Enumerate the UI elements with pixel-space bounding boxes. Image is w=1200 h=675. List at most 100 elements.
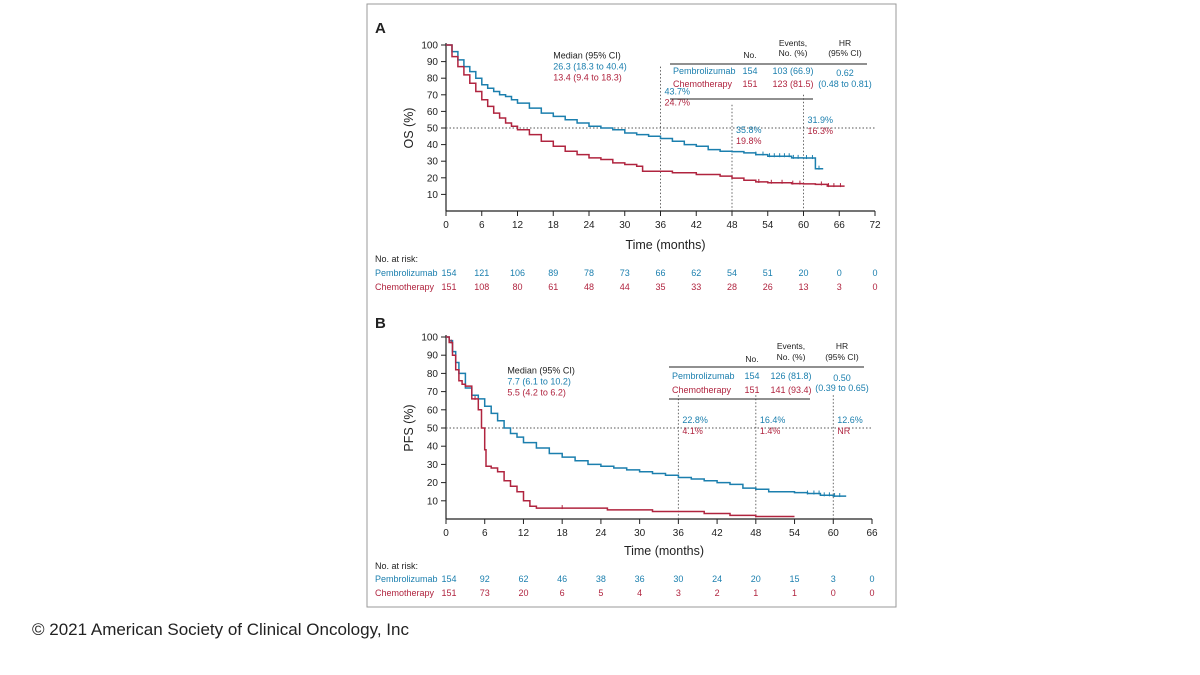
at-risk-count: 62: [518, 574, 528, 584]
at-risk-count: 1: [753, 588, 758, 598]
table-header-events: Events,: [779, 38, 807, 48]
at-risk-count: 73: [620, 268, 630, 278]
landmark-label-chemotherapy: 19.8%: [736, 136, 762, 146]
at-risk-count: 78: [584, 268, 594, 278]
median-title: Median (95% CI): [553, 50, 621, 60]
y-tick-label: 30: [427, 157, 439, 168]
table-hazard-ratio: 0.62: [836, 68, 854, 78]
landmark-label-pembrolizumab: 16.4%: [760, 415, 786, 425]
at-risk-arm-pembrolizumab: Pembrolizumab: [375, 574, 438, 584]
x-tick-label: 18: [557, 528, 569, 539]
at-risk-count: 24: [712, 574, 722, 584]
x-tick-label: 24: [583, 220, 595, 231]
median-chemotherapy: 13.4 (9.4 to 18.3): [553, 72, 622, 82]
x-tick-label: 0: [443, 220, 449, 231]
at-risk-count: 92: [480, 574, 490, 584]
at-risk-count: 26: [763, 282, 773, 292]
at-risk-count: 0: [837, 268, 842, 278]
table-header-hr-ci: (95% CI): [828, 48, 862, 58]
at-risk-count: 36: [635, 574, 645, 584]
at-risk-count: 38: [596, 574, 606, 584]
at-risk-count: 151: [441, 588, 456, 598]
at-risk-count: 5: [598, 588, 603, 598]
at-risk-count: 62: [691, 268, 701, 278]
median-chemotherapy: 5.5 (4.2 to 6.2): [507, 387, 566, 397]
y-axis-title: PFS (%): [402, 404, 416, 451]
x-axis-title: Time (months): [625, 238, 705, 252]
landmark-label-chemotherapy: 24.7%: [665, 98, 691, 108]
x-tick-label: 66: [834, 220, 846, 231]
at-risk-count: 3: [837, 282, 842, 292]
at-risk-count: 15: [790, 574, 800, 584]
at-risk-count: 46: [557, 574, 567, 584]
figure-frame: [366, 3, 897, 608]
landmark-label-chemotherapy: NR: [837, 426, 850, 436]
at-risk-count: 33: [691, 282, 701, 292]
x-tick-label: 48: [750, 528, 762, 539]
at-risk-count: 3: [676, 588, 681, 598]
table-arm-chemotherapy: Chemotherapy: [673, 79, 733, 89]
x-tick-label: 54: [762, 220, 774, 231]
y-tick-label: 10: [427, 190, 439, 201]
x-tick-label: 12: [518, 528, 530, 539]
y-tick-label: 70: [427, 387, 439, 398]
panel-label: B: [375, 315, 386, 332]
at-risk-count: 2: [715, 588, 720, 598]
panel-label: A: [375, 20, 386, 37]
at-risk-count: 20: [518, 588, 528, 598]
at-risk-count: 0: [872, 268, 877, 278]
landmark-label-chemotherapy: 16.3%: [808, 126, 834, 136]
at-risk-count: 48: [584, 282, 594, 292]
at-risk-count: 151: [441, 282, 456, 292]
at-risk-title: No. at risk:: [375, 561, 418, 571]
y-tick-label: 30: [427, 460, 439, 471]
y-tick-label: 90: [427, 351, 439, 362]
x-tick-label: 30: [634, 528, 646, 539]
y-tick-label: 50: [427, 124, 439, 135]
at-risk-count: 61: [548, 282, 558, 292]
at-risk-count: 80: [512, 282, 522, 292]
at-risk-arm-chemotherapy: Chemotherapy: [375, 588, 435, 598]
table-events: 141 (93.4): [770, 385, 811, 395]
table-header-events: Events,: [777, 341, 805, 351]
x-axis-title: Time (months): [624, 544, 704, 558]
x-tick-label: 36: [655, 220, 667, 231]
at-risk-count: 73: [480, 588, 490, 598]
median-title: Median (95% CI): [507, 365, 575, 375]
at-risk-count: 154: [441, 268, 456, 278]
at-risk-count: 30: [673, 574, 683, 584]
x-tick-label: 72: [869, 220, 881, 231]
at-risk-count: 13: [798, 282, 808, 292]
table-arm-pembrolizumab: Pembrolizumab: [672, 371, 735, 381]
table-n: 151: [744, 385, 759, 395]
table-header-hr: HR: [836, 341, 848, 351]
y-tick-label: 80: [427, 369, 439, 380]
survival-curve-chemotherapy: [446, 44, 845, 187]
x-tick-label: 42: [712, 528, 724, 539]
at-risk-count: 108: [474, 282, 489, 292]
survival-curve-chemotherapy: [446, 336, 795, 518]
survival-curve-pembrolizumab: [446, 336, 847, 497]
x-tick-label: 12: [512, 220, 524, 231]
landmark-label-pembrolizumab: 12.6%: [837, 415, 863, 425]
y-tick-label: 60: [427, 405, 439, 416]
landmark-label-pembrolizumab: 31.9%: [808, 115, 834, 125]
at-risk-count: 20: [798, 268, 808, 278]
landmark-label-pembrolizumab: 22.8%: [682, 415, 708, 425]
y-tick-label: 70: [427, 90, 439, 101]
median-pembrolizumab: 26.3 (18.3 to 40.4): [553, 61, 627, 71]
at-risk-count: 0: [872, 282, 877, 292]
at-risk-arm-chemotherapy: Chemotherapy: [375, 282, 435, 292]
y-tick-label: 40: [427, 140, 439, 151]
x-tick-label: 6: [479, 220, 485, 231]
x-tick-label: 60: [798, 220, 810, 231]
at-risk-count: 121: [474, 268, 489, 278]
landmark-label-pembrolizumab: 35.8%: [736, 125, 762, 135]
x-tick-label: 42: [691, 220, 703, 231]
at-risk-count: 20: [751, 574, 761, 584]
x-tick-label: 0: [443, 528, 449, 539]
table-n: 154: [744, 371, 759, 381]
y-tick-label: 10: [427, 496, 439, 507]
